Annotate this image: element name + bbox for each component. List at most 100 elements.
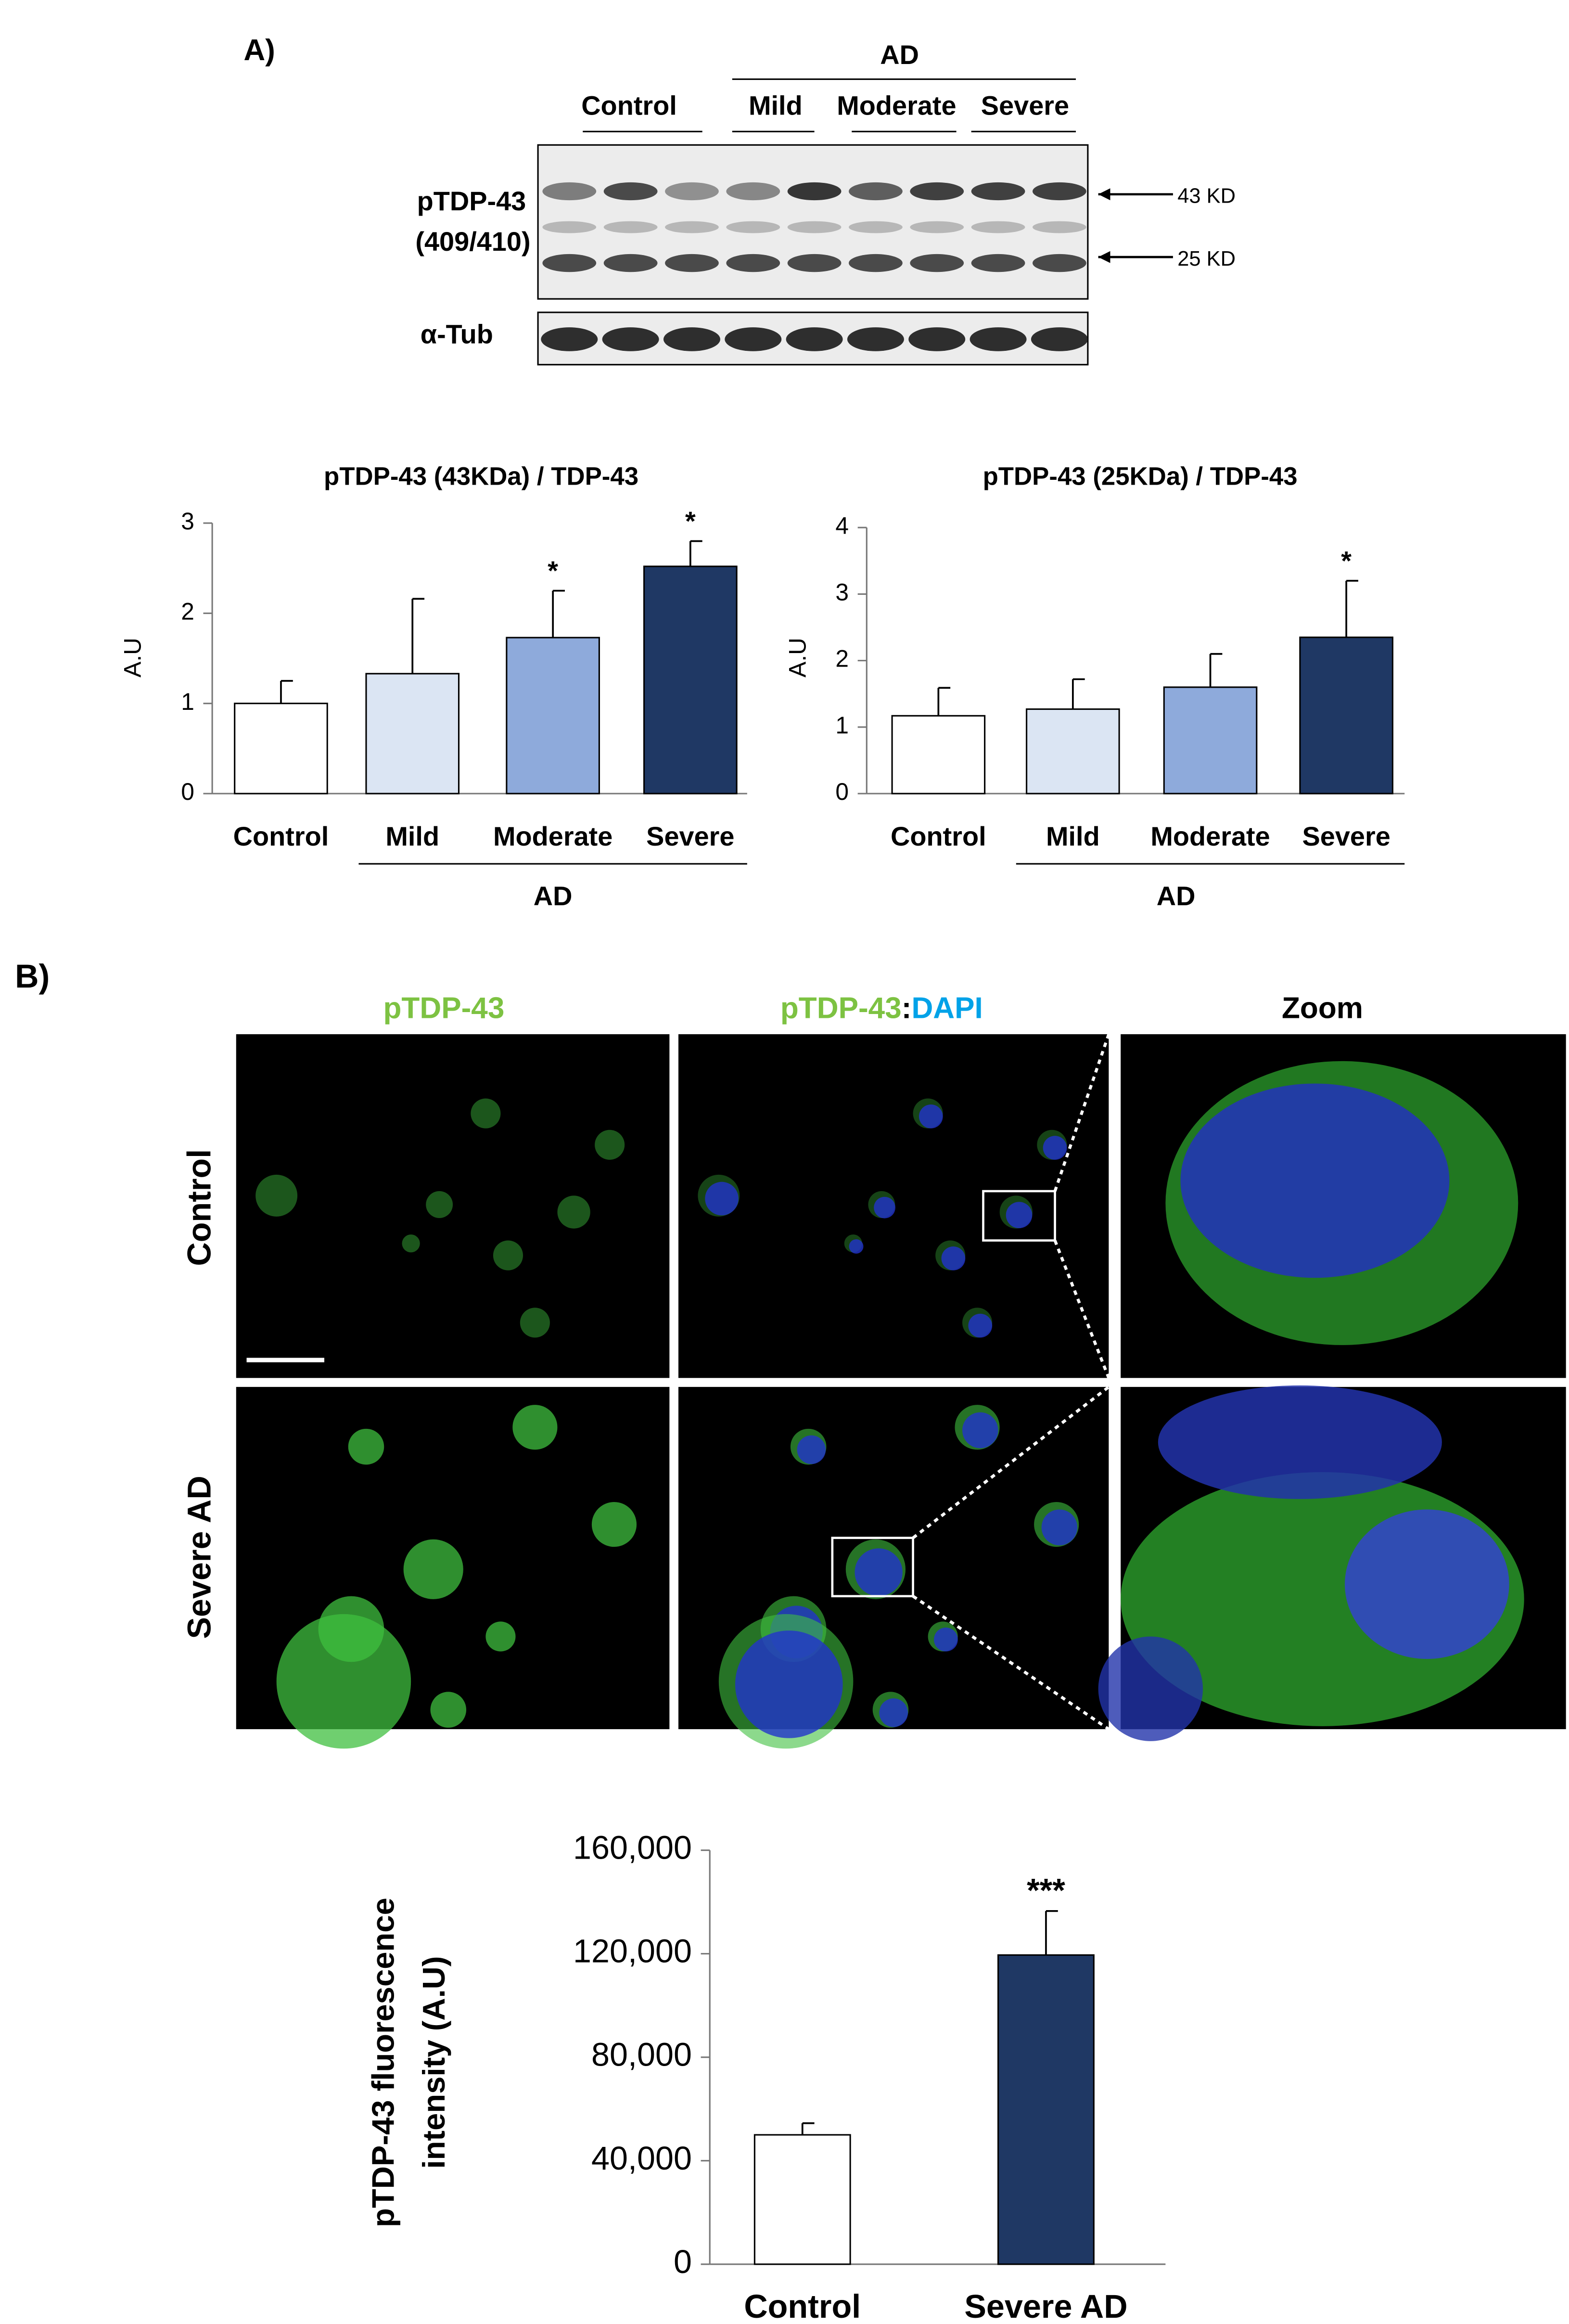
arrow-head xyxy=(1098,188,1110,201)
band xyxy=(971,254,1025,272)
y-tick-label: 3 xyxy=(181,508,194,535)
band xyxy=(971,182,1025,201)
y-tick-label: 2 xyxy=(835,645,849,672)
row-label: α-Tub xyxy=(421,319,493,349)
arrow-head xyxy=(1098,251,1110,263)
micrographs xyxy=(236,1033,1566,1749)
cell xyxy=(403,1539,463,1599)
cell xyxy=(493,1240,523,1271)
lane-label: Control xyxy=(581,90,677,120)
bar xyxy=(643,565,738,795)
band xyxy=(726,254,780,272)
band xyxy=(542,254,597,272)
y-tick-label: 2 xyxy=(181,598,194,625)
y-tick-label: 3 xyxy=(835,579,849,606)
x-tick-label: Severe xyxy=(1302,821,1390,851)
nucleus xyxy=(735,1631,843,1738)
chart-title: pTDP-43 (25KDa) / TDP-43 xyxy=(983,462,1298,491)
y-axis-label: A.U xyxy=(119,638,146,678)
marker-label: 43 KD xyxy=(1177,184,1236,207)
band xyxy=(663,327,720,351)
column-header: pTDP-43 xyxy=(383,992,505,1025)
y-tick-label: 0 xyxy=(835,778,849,805)
group-label: AD xyxy=(534,881,573,911)
band xyxy=(910,254,964,272)
band xyxy=(726,182,780,201)
y-tick-label: 1 xyxy=(181,688,194,715)
zoom-guide xyxy=(1053,1240,1110,1379)
band xyxy=(849,221,903,233)
cell xyxy=(485,1621,516,1652)
chart-title: pTDP-43 (43KDa) / TDP-43 xyxy=(324,462,638,491)
band xyxy=(849,254,903,272)
bar xyxy=(506,637,600,795)
row-label: Severe AD xyxy=(181,1476,217,1639)
nucleus xyxy=(918,1104,943,1129)
y-axis-label: pTDP-43 fluorescence xyxy=(366,1898,401,2227)
nucleus xyxy=(962,1412,998,1449)
nucleus xyxy=(874,1196,895,1219)
x-tick-label: Control xyxy=(744,2288,861,2324)
cell xyxy=(402,1234,420,1253)
band xyxy=(787,182,842,201)
bar xyxy=(234,703,328,795)
y-tick-label: 1 xyxy=(835,712,849,739)
bar xyxy=(997,1954,1095,2265)
lane-label: Severe xyxy=(981,90,1069,120)
header-part: : xyxy=(902,992,912,1025)
cell xyxy=(595,1130,625,1160)
band xyxy=(971,221,1025,233)
band xyxy=(969,327,1027,351)
x-tick-label: Mild xyxy=(1046,821,1100,851)
nucleus xyxy=(855,1548,903,1596)
y-tick-label: 0 xyxy=(181,778,194,805)
nucleus xyxy=(968,1313,993,1338)
nucleus xyxy=(934,1627,958,1652)
header-part: DAPI xyxy=(911,992,982,1025)
row-label: Control xyxy=(181,1149,217,1266)
bar xyxy=(365,673,460,795)
y-tick-label: 120,000 xyxy=(573,1933,692,1970)
band xyxy=(603,221,658,233)
band xyxy=(847,327,904,351)
bar xyxy=(753,2134,851,2265)
x-tick-label: Moderate xyxy=(493,821,612,851)
row-label: (409/410) xyxy=(415,226,530,257)
band xyxy=(541,327,598,351)
panel-label: A) xyxy=(243,34,275,67)
band xyxy=(1033,182,1086,201)
nucleus xyxy=(941,1246,966,1271)
group-label: AD xyxy=(1157,881,1196,911)
cell xyxy=(348,1428,384,1465)
x-tick-label: Severe AD xyxy=(964,2288,1127,2324)
cell xyxy=(430,1692,467,1728)
band xyxy=(1033,221,1086,233)
x-tick-label: Mild xyxy=(385,821,439,851)
cell xyxy=(591,1502,637,1547)
cell xyxy=(426,1191,453,1218)
x-tick-label: Moderate xyxy=(1150,821,1270,851)
x-tick-label: Control xyxy=(233,821,329,851)
band xyxy=(542,182,597,201)
nucleus xyxy=(879,1698,908,1727)
band xyxy=(910,221,964,233)
significance-label: * xyxy=(548,555,558,586)
band xyxy=(786,327,843,351)
group-label: AD xyxy=(880,39,919,70)
nucleus xyxy=(1041,1509,1078,1546)
band xyxy=(665,254,719,272)
bar xyxy=(1299,636,1393,795)
significance-label: * xyxy=(1341,545,1352,576)
y-tick-label: 4 xyxy=(835,512,849,539)
zoom-box xyxy=(831,1537,914,1597)
band xyxy=(602,327,659,351)
zoom-guide xyxy=(912,1595,1110,1731)
band xyxy=(908,327,966,351)
zoom-box xyxy=(982,1190,1056,1242)
zoom-nucleus xyxy=(1180,1083,1450,1278)
nucleus xyxy=(849,1239,864,1254)
zoom-nucleus xyxy=(1345,1509,1509,1659)
nucleus xyxy=(705,1181,739,1216)
